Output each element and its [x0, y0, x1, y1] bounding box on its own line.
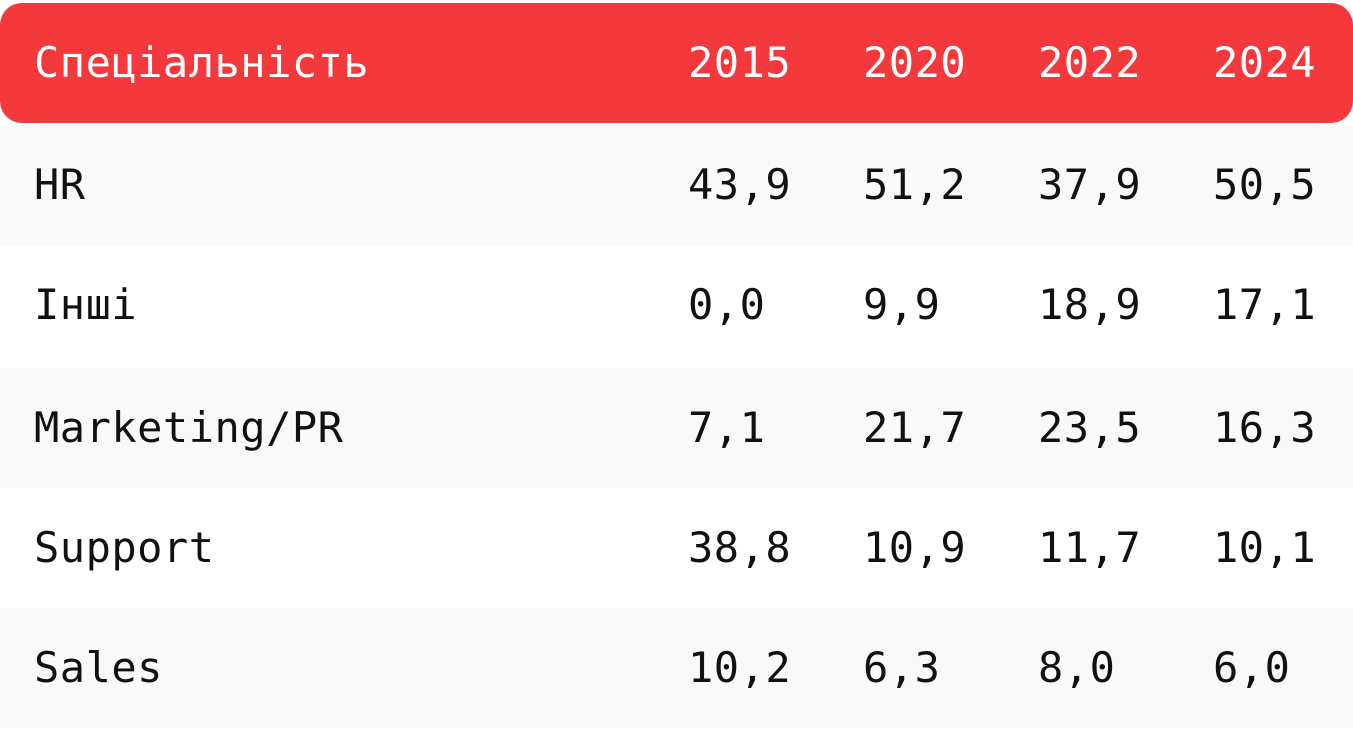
table-cell: 6,3 [863, 643, 941, 692]
table-cell: 10,2 [688, 643, 792, 692]
table-cell: 8,0 [1038, 643, 1116, 692]
table-cell: 10,9 [863, 523, 967, 572]
table-cell: 43,9 [688, 160, 792, 209]
table-cell: 10,1 [1213, 523, 1317, 572]
row-label: Sales [34, 643, 163, 692]
table-cell: 0,0 [688, 280, 766, 329]
table-cell: 11,7 [1038, 523, 1142, 572]
table-cell: 21,7 [863, 403, 967, 452]
header-year-2020: 2020 [863, 38, 967, 87]
table-cell: 51,2 [863, 160, 967, 209]
table-header: Спеціальність 2015 2020 2022 2024 [0, 3, 1353, 123]
table-cell: 7,1 [688, 403, 766, 452]
table-cell: 38,8 [688, 523, 792, 572]
header-year-2022: 2022 [1038, 38, 1142, 87]
table-row: Support 38,8 10,9 11,7 10,1 [0, 488, 1353, 608]
table-cell: 18,9 [1038, 280, 1142, 329]
header-specialty: Спеціальність [34, 38, 370, 87]
row-label: Marketing/PR [34, 403, 344, 452]
row-label: Інші [34, 280, 138, 329]
table-cell: 37,9 [1038, 160, 1142, 209]
row-label: HR [34, 160, 86, 209]
table-cell: 23,5 [1038, 403, 1142, 452]
header-year-2024: 2024 [1213, 38, 1317, 87]
header-year-2015: 2015 [688, 38, 792, 87]
table-row: HR 43,9 51,2 37,9 50,5 [0, 125, 1353, 245]
table-row: Marketing/PR 7,1 21,7 23,5 16,3 [0, 368, 1353, 488]
table-cell: 50,5 [1213, 160, 1317, 209]
table-cell: 17,1 [1213, 280, 1317, 329]
table-cell: 6,0 [1213, 643, 1291, 692]
table-cell: 9,9 [863, 280, 941, 329]
table-row: Sales 10,2 6,3 8,0 6,0 [0, 608, 1353, 728]
row-label: Support [34, 523, 215, 572]
table-row: Інші 0,0 9,9 18,9 17,1 [0, 245, 1353, 365]
table-cell: 16,3 [1213, 403, 1317, 452]
